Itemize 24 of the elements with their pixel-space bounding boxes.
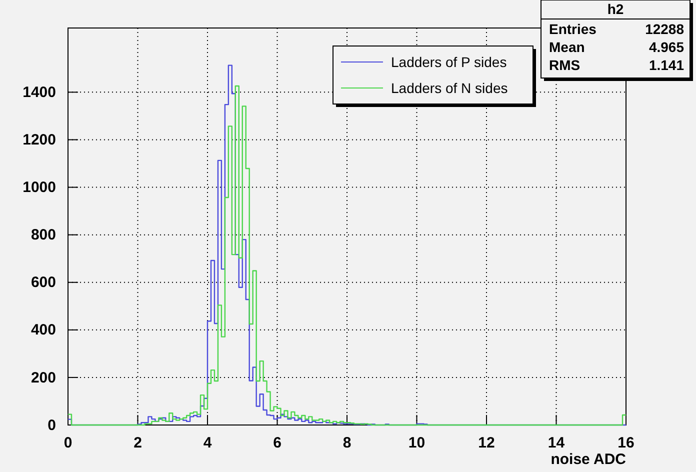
legend-label: Ladders of N sides	[391, 80, 508, 96]
y-tick-label: 800	[30, 226, 56, 244]
x-tick-label: 2	[134, 434, 142, 452]
text: RMS 1.141	[549, 57, 684, 73]
x-tick-label: 4	[203, 434, 212, 452]
x-tick-label: 6	[273, 434, 282, 452]
y-tick-label: 200	[30, 369, 56, 386]
x-tick-label: 10	[408, 434, 426, 452]
x-axis-title: noise ADC	[550, 451, 626, 468]
y-tick-label: 400	[30, 322, 56, 339]
x-tick-label: 16	[618, 434, 634, 452]
y-tick-label: 1400	[22, 84, 56, 101]
x-tick-label: 12	[478, 434, 495, 452]
text: h2	[607, 1, 624, 17]
x-tick-label: 14	[548, 434, 566, 452]
y-tick-label: 600	[30, 274, 56, 292]
text: Mean 4.965	[549, 39, 684, 55]
y-tick-label: 1000	[22, 179, 56, 196]
y-tick-label: 1200	[22, 132, 56, 149]
text: Entries 12288	[549, 21, 684, 37]
x-tick-label: 0	[64, 434, 72, 452]
y-tick-label: 0	[48, 416, 56, 434]
x-tick-label: 8	[342, 434, 352, 452]
legend-label: Ladders of P sides	[391, 54, 507, 70]
